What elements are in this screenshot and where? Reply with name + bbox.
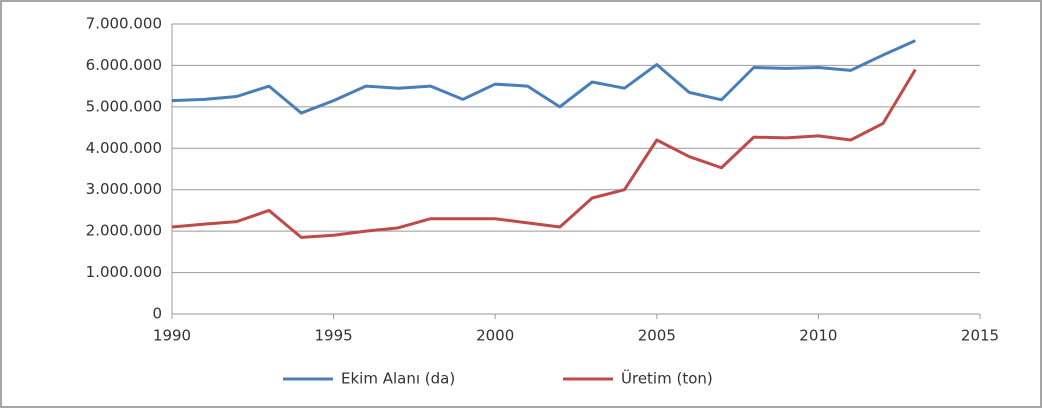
x-tick-label: 2010 [799,327,837,345]
x-tick-label: 2000 [476,327,514,345]
y-tick-label: 0 [152,305,162,323]
x-tick-label: 2005 [638,327,676,345]
y-tick-label: 5.000.000 [86,97,162,115]
x-tick-label: 2015 [961,327,999,345]
x-tick-label: 1995 [315,327,353,345]
series-line [171,39,916,115]
legend-label: Üretim (ton) [621,369,713,388]
y-tick-label: 6.000.000 [86,56,162,74]
y-tick-label: 2.000.000 [86,222,162,240]
series-line [171,68,917,239]
x-tick-label: 1990 [153,327,191,345]
y-tick-label: 3.000.000 [86,180,162,198]
legend-label: Ekim Alanı (da) [341,370,455,388]
y-tick-label: 4.000.000 [86,139,162,157]
y-tick-label: 1.000.000 [86,263,162,281]
y-tick-label: 7.000.000 [86,15,162,33]
